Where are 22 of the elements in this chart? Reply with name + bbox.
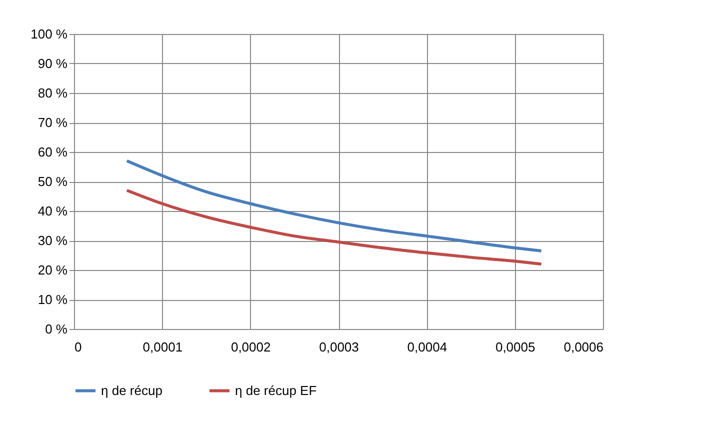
y-tick-label: 0 % <box>45 322 68 336</box>
y-tick-label: 10 % <box>38 292 68 307</box>
x-tick-label: 0,0005 <box>495 340 536 354</box>
line-series <box>125 159 543 252</box>
y-tick-label: 60 % <box>38 144 68 160</box>
y-tick-label: 70 % <box>38 115 68 130</box>
y-tick-label: 90 % <box>38 56 68 71</box>
y-tick-label: 30 % <box>38 233 68 248</box>
legend-label: η de récup <box>101 382 162 398</box>
x-tick-label: 0,0002 <box>230 340 271 354</box>
x-tick-label: 0,0001 <box>142 340 183 354</box>
y-tick-label: 80 % <box>38 86 68 100</box>
x-tick-label: 0 <box>74 340 82 354</box>
x-tick-label: 0,0003 <box>319 340 359 354</box>
x-tick-label: 0,0004 <box>407 340 448 354</box>
y-tick-label: 100 % <box>30 26 68 42</box>
legend-label: η de récup EF <box>235 382 317 398</box>
x-tick-label: 0,0006 <box>564 340 604 354</box>
y-tick-label: 20 % <box>38 262 68 278</box>
line-series <box>125 188 543 266</box>
y-tick-label: 40 % <box>38 204 68 218</box>
y-tick-label: 50 % <box>38 174 68 189</box>
